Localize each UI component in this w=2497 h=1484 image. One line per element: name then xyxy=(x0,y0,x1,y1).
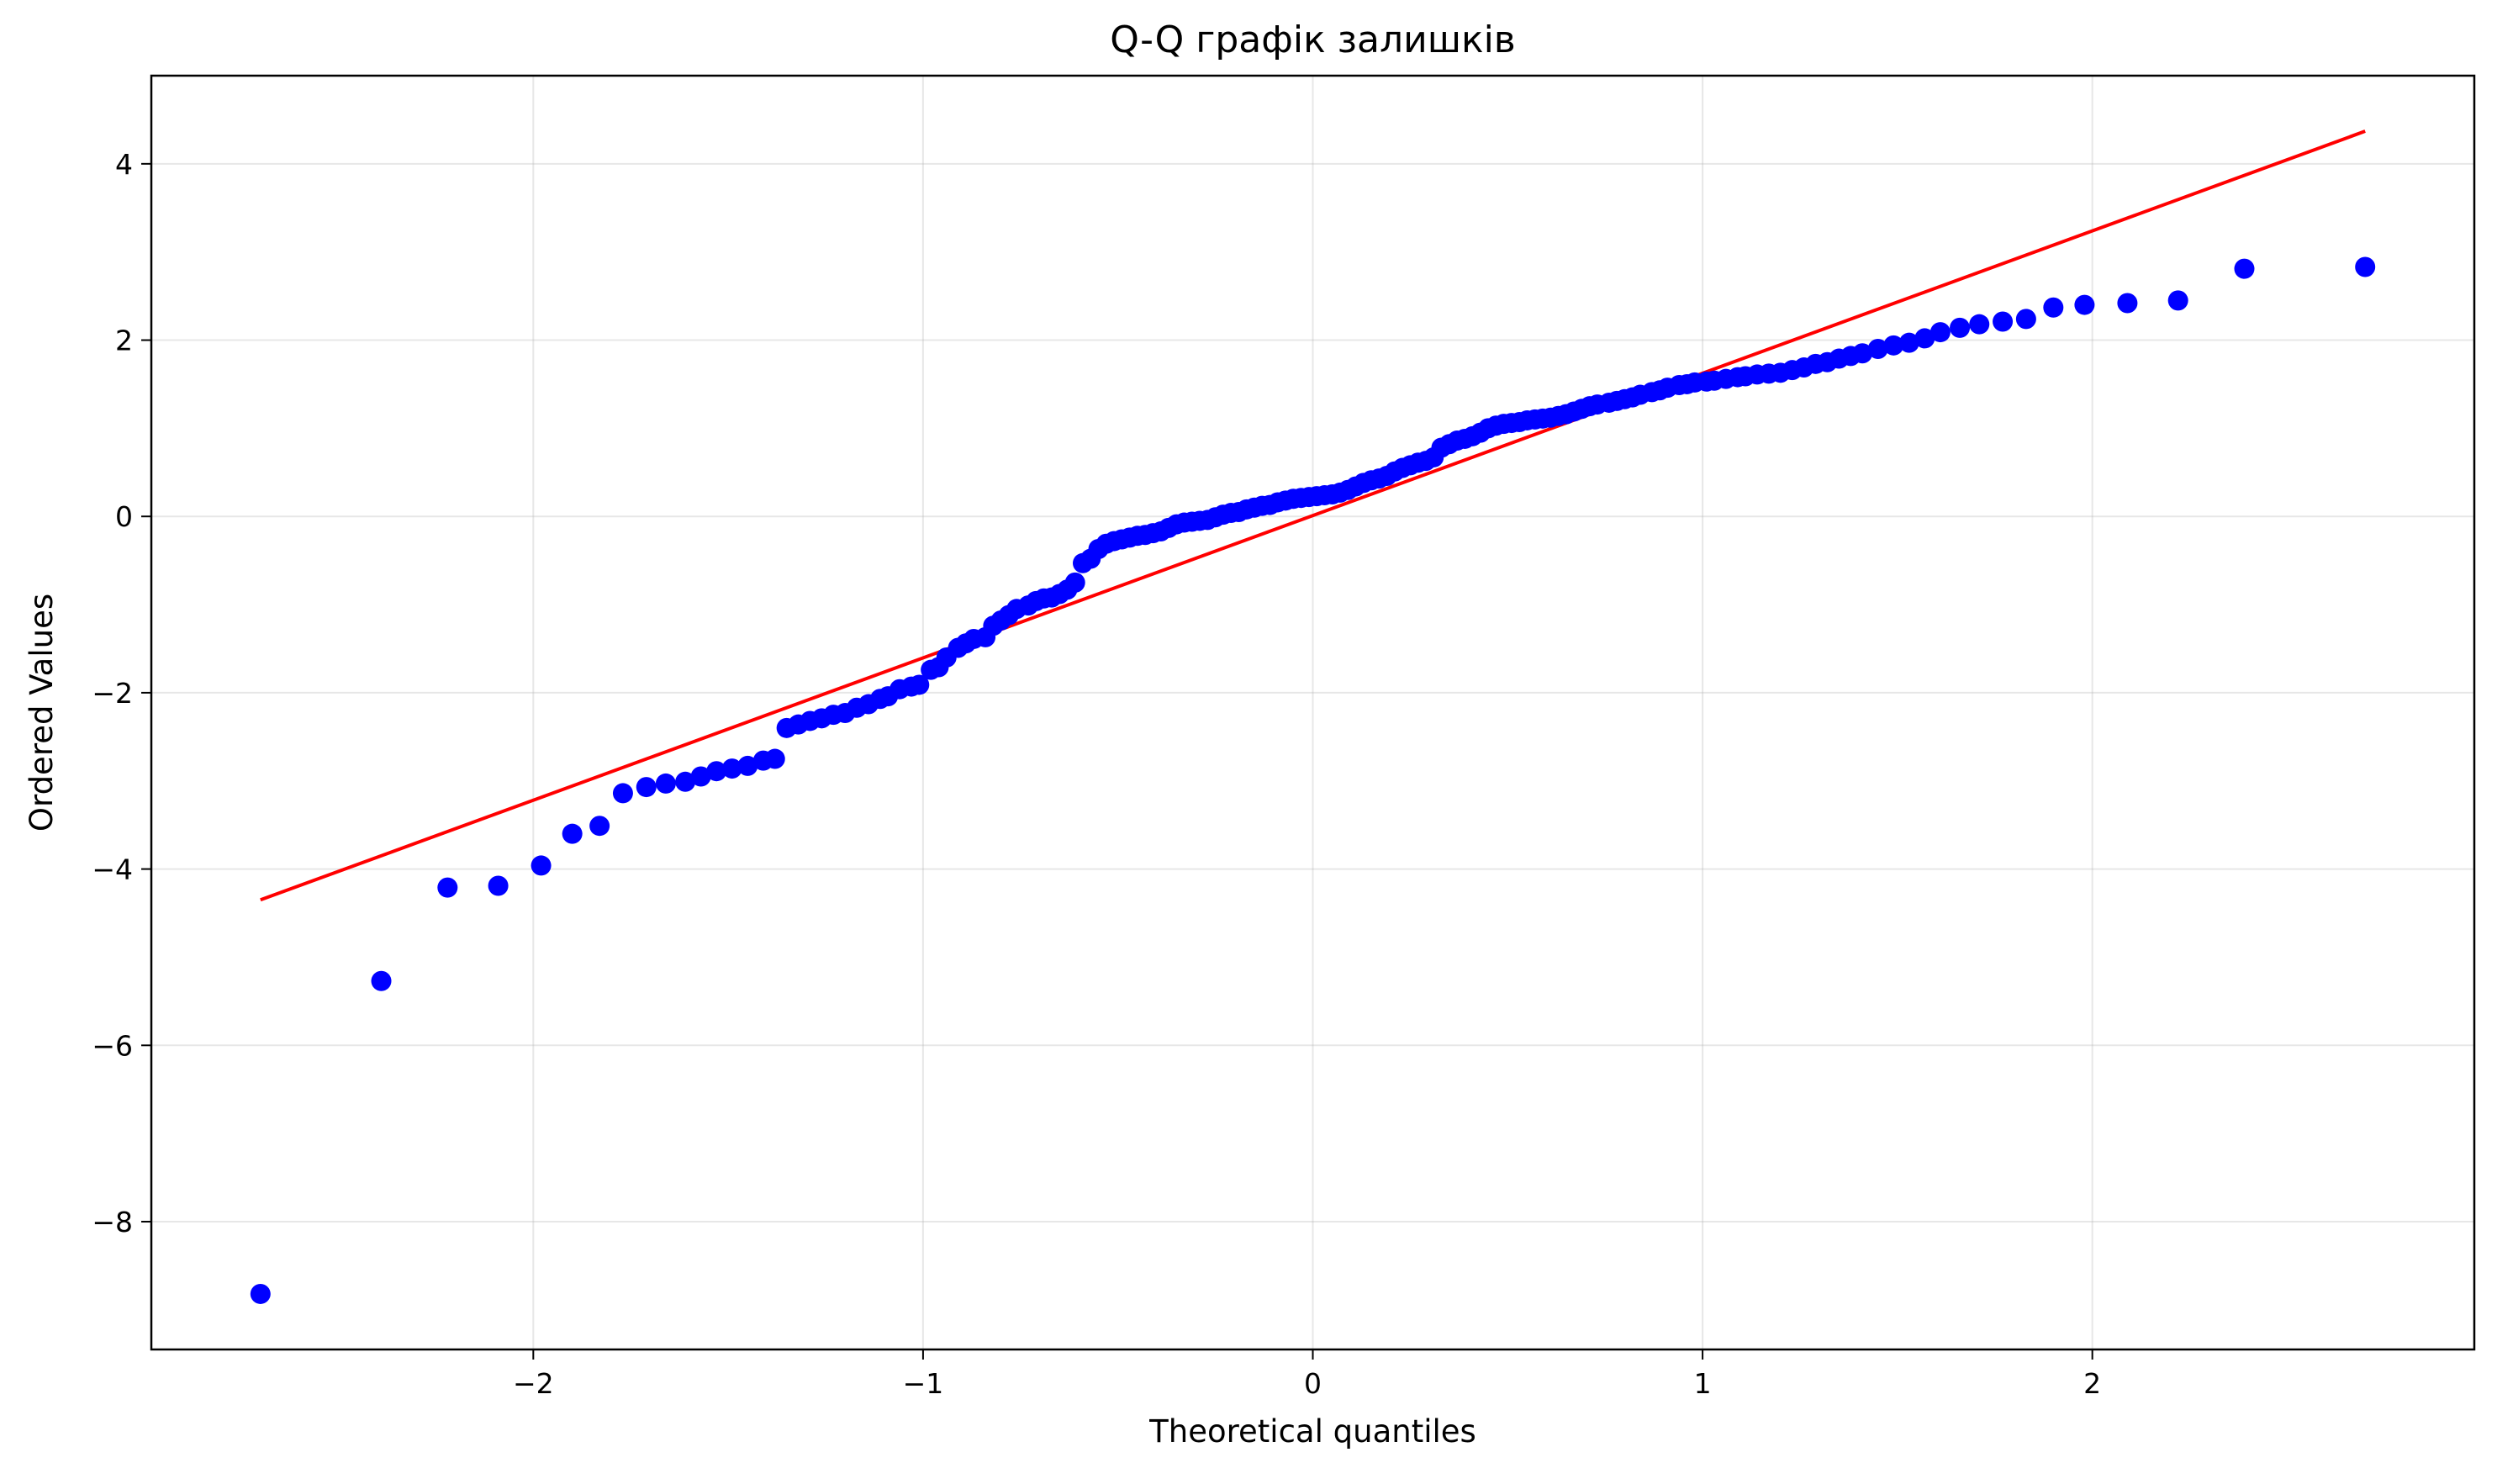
y-tick-label: 2 xyxy=(115,325,133,357)
data-point xyxy=(1950,317,1971,338)
data-point xyxy=(250,1283,271,1304)
data-point xyxy=(1993,311,2014,332)
x-tick-label: 1 xyxy=(1694,1367,1712,1400)
x-axis-title: Theoretical quantiles xyxy=(1148,1413,1476,1450)
reference-line-layer xyxy=(260,129,2366,902)
data-points xyxy=(250,256,2376,1304)
data-point xyxy=(1064,572,1085,593)
y-tick-label: −6 xyxy=(92,1029,133,1062)
data-point xyxy=(589,816,610,837)
y-tick-label: 0 xyxy=(115,500,133,533)
data-point xyxy=(2043,297,2064,318)
grid xyxy=(151,76,2474,1349)
x-tick-label: 2 xyxy=(2083,1367,2101,1400)
x-tick-label: 0 xyxy=(1304,1367,1322,1400)
data-point xyxy=(737,755,758,776)
data-point xyxy=(764,748,785,769)
data-point xyxy=(1969,314,1990,335)
ticks: −2 −1 0 1 2 −8 −6 −4 −2 0 2 4 xyxy=(92,148,2101,1400)
data-point xyxy=(2234,258,2255,279)
y-tick-label: −8 xyxy=(92,1206,133,1238)
data-point xyxy=(655,773,676,794)
y-tick-label: −4 xyxy=(92,853,133,886)
data-point xyxy=(2015,309,2036,330)
reference-line xyxy=(260,129,2366,902)
data-point xyxy=(612,783,633,804)
y-tick-label: −2 xyxy=(92,677,133,710)
data-point xyxy=(488,875,509,896)
data-point xyxy=(1867,339,1888,360)
data-point xyxy=(636,777,657,798)
data-point xyxy=(721,758,742,779)
data-point xyxy=(437,877,458,898)
data-point xyxy=(562,823,583,844)
y-axis-title: Ordered Values xyxy=(24,594,60,832)
data-point xyxy=(1930,322,1951,343)
data-point xyxy=(1914,328,1935,349)
data-point xyxy=(1883,335,1904,356)
chart-title: Q-Q графік залишків xyxy=(1110,18,1515,61)
data-point xyxy=(706,761,727,782)
data-point xyxy=(2167,290,2188,311)
data-point xyxy=(531,855,552,876)
data-point xyxy=(371,970,392,991)
data-point xyxy=(2117,293,2138,314)
y-tick-label: 4 xyxy=(115,148,133,181)
data-point xyxy=(2074,294,2095,315)
data-point xyxy=(909,674,930,695)
x-tick-label: −2 xyxy=(513,1367,554,1400)
data-point xyxy=(1852,343,1873,364)
data-point xyxy=(1898,332,1919,353)
data-point xyxy=(690,766,711,787)
x-tick-label: −1 xyxy=(903,1367,944,1400)
data-point xyxy=(675,771,696,792)
data-point xyxy=(2355,256,2376,277)
